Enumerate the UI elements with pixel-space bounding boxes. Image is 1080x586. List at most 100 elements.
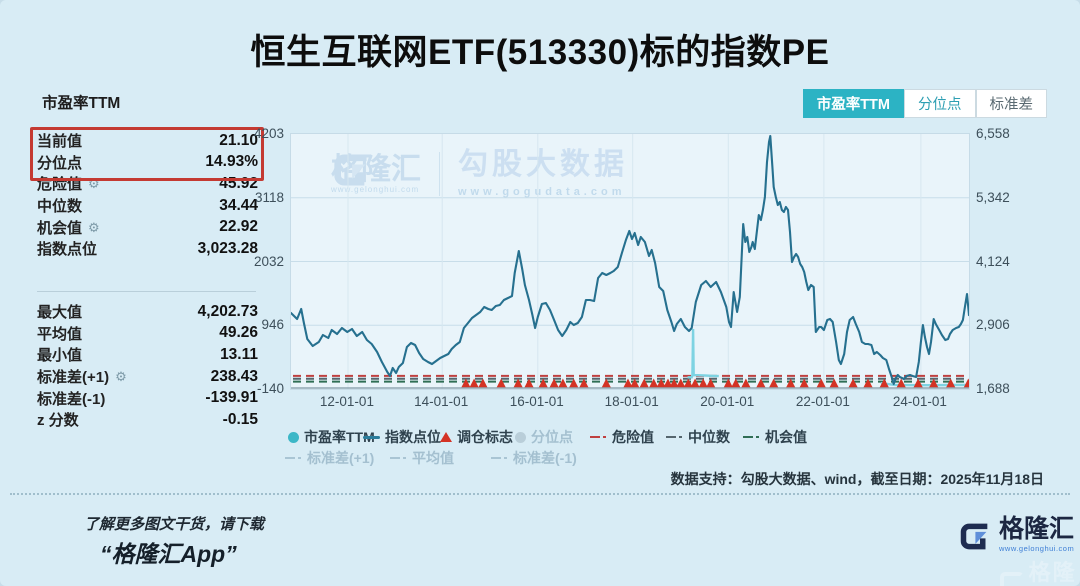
- rebalance-marker: [663, 378, 673, 388]
- legend-label: 危险值: [612, 429, 654, 445]
- gear-icon[interactable]: ⚙: [88, 176, 100, 192]
- stat-label: 当前值: [37, 133, 83, 151]
- rebalance-marker: [524, 378, 534, 388]
- legend-item[interactable]: 指数点位: [363, 429, 441, 445]
- rebalance-marker: [538, 378, 548, 388]
- legend-item[interactable]: 危险值: [590, 429, 654, 445]
- footer-promo-line2: “格隆汇App”: [100, 541, 237, 567]
- rebalance-marker: [549, 378, 559, 388]
- left-axis-tick: 946: [261, 317, 284, 333]
- rebalance-marker: [639, 378, 649, 388]
- stats-divider: [37, 291, 256, 292]
- stat-row: 机会值 ⚙ 22.92: [37, 216, 258, 238]
- rebalance-marker: [786, 378, 796, 388]
- rebalance-marker: [946, 378, 956, 388]
- dotted-separator: [10, 493, 1070, 495]
- stat-label: z 分数: [37, 412, 79, 430]
- legend-label: 中位数: [688, 429, 730, 445]
- legend-item[interactable]: 市盈率TTM: [288, 429, 375, 445]
- legend-marker-dashdot: [390, 456, 407, 460]
- rebalance-marker: [496, 378, 506, 388]
- right-axis-tick: 5,342: [976, 189, 1010, 205]
- stat-label: 指数点位: [37, 241, 98, 259]
- legend-item[interactable]: 机会值: [743, 429, 807, 445]
- footer-promo-line1: 了解更多图文干货，请下载: [84, 516, 265, 533]
- tab-pe-ttm[interactable]: 市盈率TTM: [802, 89, 904, 118]
- index-line: [291, 134, 969, 386]
- stat-row: 当前值 21.10: [37, 130, 258, 152]
- stat-value: 3,023.28: [197, 239, 258, 257]
- legend-label: 机会值: [765, 429, 807, 445]
- stat-value: -0.15: [222, 410, 258, 428]
- stat-value: 238.43: [210, 367, 258, 385]
- rebalance-marker: [769, 378, 779, 388]
- corner-watermark: 格隆汇: [1000, 555, 1080, 586]
- stat-value: 4,202.73: [197, 302, 258, 320]
- rebalance-marker: [963, 378, 969, 388]
- tab-percentile[interactable]: 分位点: [904, 89, 976, 118]
- pe-ttm-line: [687, 328, 719, 379]
- rebalance-marker: [513, 378, 523, 388]
- stat-value: 49.26: [219, 324, 258, 342]
- right-axis-tick: 6,558: [976, 126, 1010, 141]
- rebalance-marker: [723, 378, 733, 388]
- stat-label: 标准差(-1): [37, 390, 106, 408]
- rebalance-marker: [698, 378, 708, 388]
- gear-icon[interactable]: ⚙: [88, 219, 100, 235]
- left-axis-tick: 2032: [253, 253, 284, 269]
- rebalance-marker: [461, 378, 471, 388]
- legend-item[interactable]: 分位点: [515, 429, 573, 445]
- legend-label: 分位点: [531, 429, 573, 445]
- corner-watermark-icon: [1000, 572, 1024, 586]
- legend-item[interactable]: 标准差(-1): [491, 450, 577, 466]
- rebalance-marker: [649, 378, 659, 388]
- legend-marker-dashdot: [491, 456, 508, 460]
- x-axis-tick: 18-01-01: [604, 394, 659, 409]
- stat-label: 中位数: [37, 198, 83, 216]
- legend-item[interactable]: 中位数: [666, 429, 730, 445]
- rebalance-marker: [829, 378, 839, 388]
- tab-stddev[interactable]: 标准差: [975, 89, 1047, 118]
- pe-ttm-line: [880, 381, 969, 387]
- stat-label: 机会值: [37, 219, 83, 237]
- legend-item[interactable]: 标准差(+1): [285, 450, 374, 466]
- rebalance-marker: [676, 378, 686, 388]
- x-axis-tick: 24-01-01: [892, 394, 947, 409]
- stat-value: -139.91: [205, 389, 258, 407]
- rebalance-marker: [630, 378, 640, 388]
- rebalance-marker: [683, 378, 693, 388]
- gear-icon[interactable]: ⚙: [115, 369, 127, 385]
- rebalance-marker: [623, 378, 633, 388]
- rebalance-marker: [558, 378, 568, 388]
- stat-row: 平均值 49.26: [37, 323, 258, 345]
- stat-label: 最大值: [37, 304, 83, 322]
- rebalance-marker: [469, 378, 479, 388]
- legend-label: 标准差(+1): [307, 450, 375, 466]
- legend-marker-dashdot: [666, 435, 683, 439]
- stat-row: 分位点 14.93%: [37, 152, 258, 174]
- rebalance-marker: [706, 378, 716, 388]
- rebalance-marker: [579, 378, 589, 388]
- rebalance-marker: [601, 378, 611, 388]
- rebalance-marker: [731, 378, 741, 388]
- stat-value: 22.92: [219, 218, 258, 236]
- legend-item[interactable]: 调仓标志: [440, 429, 513, 445]
- legend-label: 平均值: [412, 450, 454, 466]
- right-axis-tick: 4,124: [976, 253, 1010, 269]
- rebalance-marker: [863, 378, 873, 388]
- legend-item[interactable]: 平均值: [390, 450, 454, 466]
- rebalance-marker: [756, 378, 766, 388]
- rebalance-marker: [929, 378, 939, 388]
- rebalance-marker: [896, 378, 906, 388]
- corner-watermark-text: 格隆汇: [1028, 560, 1077, 585]
- left-axis-tick: 4203: [253, 126, 284, 141]
- gelonghui-logo: 格隆汇 www.gelonghui.com: [958, 517, 1074, 553]
- legend-label: 标准差(-1): [513, 450, 577, 466]
- stat-label: 危险值: [37, 176, 83, 194]
- stat-label: 分位点: [37, 154, 83, 172]
- gelonghui-logo-icon: [960, 523, 988, 550]
- stat-row: 指数点位 3,023.28: [37, 238, 258, 260]
- legend-marker-dot: [515, 431, 526, 443]
- left-axis-tick: 3118: [254, 189, 284, 205]
